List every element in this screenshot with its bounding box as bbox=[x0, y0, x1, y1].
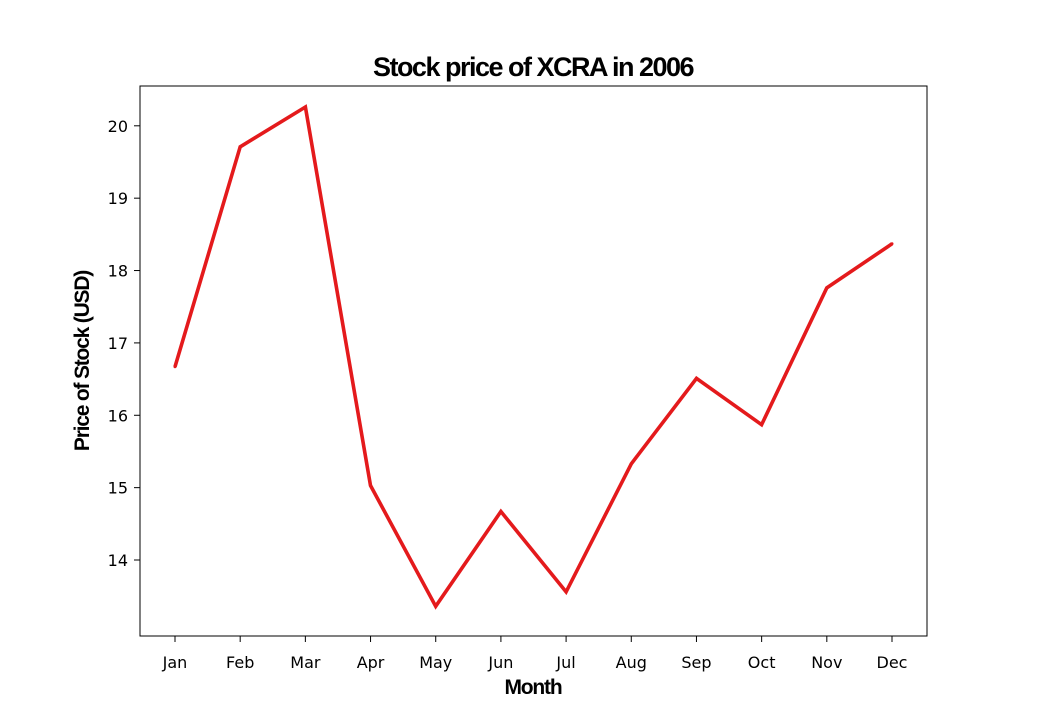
data-point bbox=[238, 145, 242, 149]
x-tick-label: Jan bbox=[162, 653, 188, 672]
y-tick-label: 20 bbox=[108, 117, 128, 136]
data-point bbox=[629, 462, 633, 466]
series-layer bbox=[173, 104, 894, 610]
data-point bbox=[369, 483, 373, 487]
y-tick-label: 19 bbox=[108, 189, 128, 208]
x-tick-label: Mar bbox=[290, 653, 321, 672]
data-point bbox=[499, 510, 503, 514]
x-tick-label: Dec bbox=[877, 653, 908, 672]
x-axis-label: Month bbox=[505, 676, 562, 699]
data-point bbox=[434, 604, 438, 608]
y-tick-label: 18 bbox=[108, 262, 128, 281]
data-point bbox=[825, 286, 829, 290]
x-tick-label: Aug bbox=[616, 653, 647, 672]
data-point bbox=[760, 423, 764, 427]
x-tick-label: Sep bbox=[681, 653, 711, 672]
y-tick-label: 17 bbox=[108, 334, 128, 353]
x-tick-label: Nov bbox=[811, 653, 842, 672]
x-tick-label: May bbox=[419, 653, 452, 672]
x-tick-label: Apr bbox=[357, 653, 385, 672]
y-tick-label: 16 bbox=[108, 406, 128, 425]
data-point bbox=[694, 376, 698, 380]
y-tick-label: 14 bbox=[108, 551, 128, 570]
data-point bbox=[564, 590, 568, 594]
series-line-0 bbox=[173, 104, 894, 610]
y-axis: 14 15 16 17 18 19 20 bbox=[108, 117, 140, 570]
y-axis-label: Price of Stock (USD) bbox=[71, 271, 94, 451]
data-point bbox=[890, 242, 894, 246]
chart-title: Stock price of XCRA in 2006 bbox=[373, 52, 695, 82]
x-tick-label: Jul bbox=[555, 653, 575, 672]
y-tick-label: 15 bbox=[108, 479, 128, 498]
x-tick-label: Feb bbox=[226, 653, 254, 672]
x-tick-label: Jun bbox=[487, 653, 513, 672]
x-tick-label: Oct bbox=[748, 653, 776, 672]
plot-area-frame bbox=[139, 85, 928, 637]
data-point bbox=[173, 365, 177, 369]
x-axis: Jan Feb Mar Apr May Jun Jul Aug Sep Oct Nov Dec bbox=[162, 636, 908, 672]
data-point bbox=[303, 105, 307, 109]
